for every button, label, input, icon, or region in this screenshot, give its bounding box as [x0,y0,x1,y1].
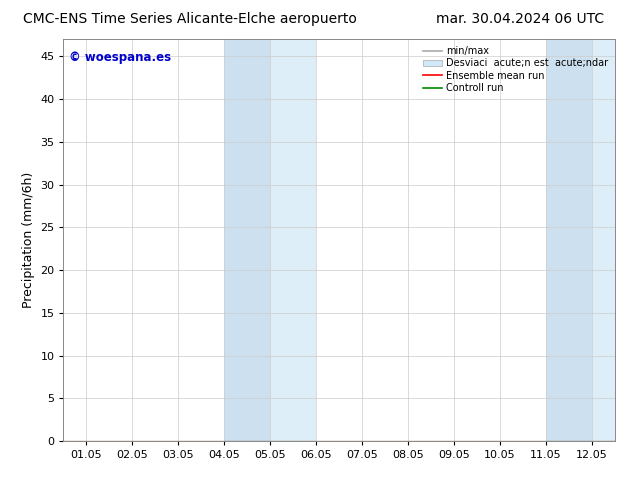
Bar [270,39,316,441]
Text: © woespana.es: © woespana.es [69,51,171,64]
Text: CMC-ENS Time Series Alicante-Elche aeropuerto: CMC-ENS Time Series Alicante-Elche aerop… [23,12,357,26]
Bar [224,39,270,441]
Text: mar. 30.04.2024 06 UTC: mar. 30.04.2024 06 UTC [436,12,604,26]
Bar [546,39,592,441]
Legend: min/max, Desviaci  acute;n est  acute;ndar, Ensemble mean run, Controll run: min/max, Desviaci acute;n est acute;ndar… [419,42,612,97]
Bar [592,39,615,441]
Y-axis label: Precipitation (mm/6h): Precipitation (mm/6h) [22,172,35,308]
